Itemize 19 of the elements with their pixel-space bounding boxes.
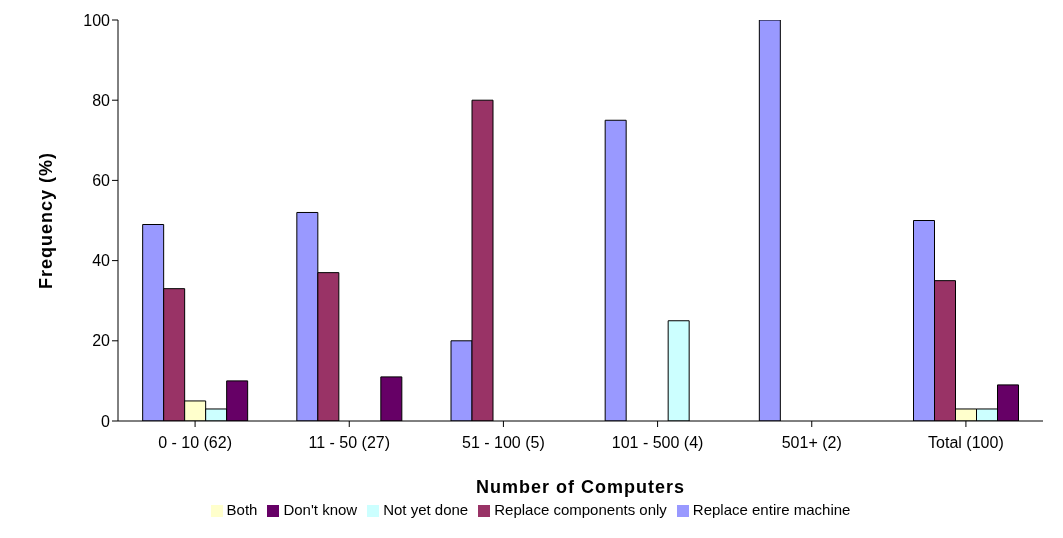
legend-label: Replace components only: [494, 501, 667, 518]
y-tick-label: 20: [92, 332, 111, 350]
x-tick-label: Total (100): [928, 434, 1004, 452]
legend-label: Replace entire machine: [692, 501, 851, 518]
legend-label: Not yet done: [383, 501, 469, 518]
x-tick-label: 101 - 500 (4): [611, 434, 704, 452]
x-tick-label: 11 - 50 (27): [308, 434, 391, 452]
y-tick-label: 60: [92, 172, 111, 190]
x-tick-label: 0 - 10 (62): [158, 434, 232, 452]
x-axis-title: Number of Computers: [475, 477, 686, 497]
y-tick-label: 0: [101, 412, 111, 430]
y-axis-title: Frequency (%): [36, 151, 57, 290]
y-tick-label: 80: [92, 91, 111, 109]
y-tick-label: 100: [83, 11, 111, 29]
y-tick-label: 40: [92, 252, 111, 270]
legend-label: Both: [226, 501, 258, 518]
legend-label: Don't know: [283, 501, 358, 518]
x-tick-label: 51 - 100 (5): [462, 434, 545, 452]
x-tick-label: 501+ (2): [781, 434, 842, 452]
